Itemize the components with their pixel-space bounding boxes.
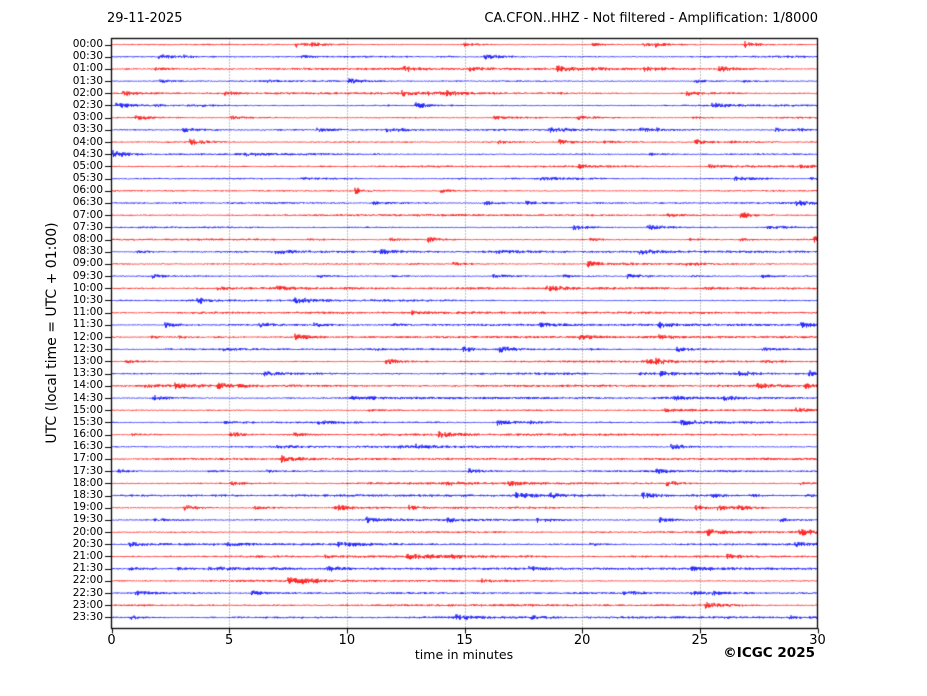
x-tick-label: 30: [809, 633, 826, 648]
copyright-label: ©ICGC 2025: [723, 645, 815, 661]
y-tick-label: 15:00: [72, 403, 103, 416]
y-tick-label: 23:30: [72, 610, 103, 623]
y-tick-label: 08:00: [72, 233, 103, 246]
y-tick-label: 06:30: [72, 196, 103, 209]
y-tick-label: 23:00: [72, 598, 103, 611]
y-tick-label: 17:00: [72, 452, 103, 465]
y-tick-label: 14:00: [72, 379, 103, 392]
y-tick-label: 02:00: [72, 86, 103, 99]
y-tick-label: 04:00: [72, 135, 103, 148]
y-tick-label: 18:30: [72, 489, 103, 502]
x-tick-label: 15: [456, 633, 473, 648]
y-tick-label: 00:00: [72, 38, 103, 50]
y-tick-label: 22:00: [72, 574, 103, 587]
y-tick-label: 01:00: [72, 62, 103, 75]
y-tick-label: 16:30: [72, 440, 103, 453]
y-tick-label: 19:00: [72, 501, 103, 514]
y-tick-label: 20:30: [72, 537, 103, 550]
y-tick-label: 14:30: [72, 391, 103, 404]
date-title: 29-11-2025: [107, 11, 183, 26]
y-tick-label: 19:30: [72, 513, 103, 526]
x-tick-label: 20: [573, 633, 591, 648]
y-tick-label: 17:30: [72, 464, 103, 477]
y-tick-label: 20:00: [72, 525, 103, 538]
y-tick-label: 15:30: [72, 415, 103, 428]
y-tick-label: 16:00: [72, 428, 103, 441]
y-tick-label: 01:30: [72, 74, 103, 87]
y-tick-label: 11:00: [72, 306, 103, 319]
y-tick-label: 18:00: [72, 476, 103, 489]
y-tick-label: 21:00: [72, 549, 103, 562]
y-tick-label: 11:30: [72, 318, 103, 331]
x-tick-label: 25: [691, 633, 709, 648]
y-tick-label: 13:00: [72, 354, 103, 367]
y-tick-label: 21:30: [72, 562, 103, 575]
y-tick-label: 10:30: [72, 293, 103, 306]
x-axis-label: time in minutes: [414, 647, 514, 662]
y-tick-label: 13:30: [72, 367, 103, 380]
x-tick-label: 10: [338, 633, 356, 648]
station-title: CA.CFON..HHZ - Not filtered - Amplificat…: [484, 11, 818, 26]
y-tick-label: 02:30: [72, 98, 103, 111]
y-tick-label: 10:00: [72, 281, 103, 294]
y-tick-label: 07:00: [72, 208, 103, 221]
y-tick-label: 09:00: [72, 257, 103, 270]
y-tick-label: 12:30: [72, 342, 103, 355]
y-tick-label: 22:30: [72, 586, 103, 599]
y-tick-label: 05:30: [72, 172, 103, 185]
y-tick-label: 09:30: [72, 269, 103, 282]
y-tick-label: 12:00: [72, 330, 103, 343]
y-tick-label: 03:00: [72, 111, 103, 124]
y-tick-label: 08:30: [72, 245, 103, 258]
y-tick-label: 06:00: [72, 184, 103, 197]
y-tick-label: 07:30: [72, 220, 103, 233]
y-tick-label: 03:30: [72, 123, 103, 136]
x-tick-label: 5: [225, 633, 234, 648]
y-tick-label: 05:00: [72, 159, 103, 172]
y-tick-label: 04:30: [72, 147, 103, 160]
y-tick-label: 00:30: [72, 50, 103, 63]
x-tick-label: 0: [107, 633, 116, 648]
